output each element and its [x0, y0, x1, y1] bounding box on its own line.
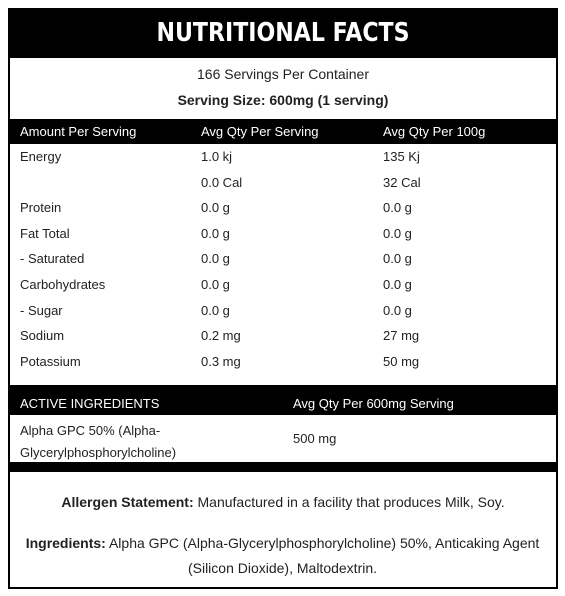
cell: 500 mg — [293, 431, 337, 446]
cell: 27 mg — [383, 328, 420, 344]
serving-size: Serving Size: 600mg (1 serving) — [177, 92, 389, 108]
cell: 0.0 g — [383, 251, 412, 267]
separator — [8, 462, 558, 472]
cell: 0.0 g — [201, 200, 230, 216]
column-header: Avg Qty Per Serving — [201, 124, 319, 139]
cell: 135 Kj — [383, 149, 420, 164]
cell: - Sugar — [20, 302, 63, 318]
cell: 0.0 g — [201, 302, 230, 318]
title: NUTRITIONAL FACTS — [156, 18, 410, 48]
cell: 50 mg — [383, 353, 420, 369]
separator — [8, 385, 558, 415]
cell: 0.0 g — [201, 225, 230, 241]
cell: - Saturated — [20, 251, 85, 267]
cell: 0.0 g — [383, 277, 412, 292]
cell: 0.0 g — [383, 302, 412, 318]
allergen-label: Allergen Statement: — [61, 494, 194, 510]
title-bar — [8, 8, 558, 58]
cell: 0.0 g — [201, 277, 230, 292]
cell: 0.0 g — [383, 200, 412, 216]
ingredients-text: Alpha GPC (Alpha-Glycerylphosphorylcholi… — [108, 535, 540, 576]
cell: 0.0 g — [201, 251, 230, 267]
nutrition-header-bar — [8, 119, 558, 144]
cell: 0.0 g — [383, 225, 412, 241]
cell: Sodium — [20, 328, 65, 344]
column-header: ACTIVE INGREDIENTS — [20, 396, 160, 411]
cell: 32 Cal — [383, 174, 421, 190]
cell: Protein — [20, 200, 62, 216]
cell: Alpha GPC 50% (Alpha-Glycerylphosphorylc… — [20, 423, 177, 460]
cell: 1.0 kj — [201, 149, 233, 164]
cell: 0.0 Cal — [201, 174, 243, 190]
ingredients-label: Ingredients: — [25, 535, 106, 551]
column-header: Avg Qty Per 600mg Serving — [293, 396, 454, 411]
ingredients: Ingredients: Alpha GPC (Alpha-Glycerylph… — [25, 531, 540, 581]
cell: Fat Total — [20, 225, 70, 241]
servings: 166 Servings Per Container — [197, 66, 369, 82]
column-header: Amount Per Serving — [20, 124, 137, 139]
column-header: Avg Qty Per 100g — [383, 124, 486, 139]
cell: 0.3 mg — [201, 353, 241, 369]
cell: Energy — [20, 149, 62, 164]
cell: Carbohydrates — [20, 277, 106, 292]
cell: 0.2 mg — [201, 328, 241, 344]
allergen: Allergen Statement: Manufactured in a fa… — [8, 494, 558, 510]
allergen-text: Manufactured in a facility that produces… — [197, 494, 505, 510]
cell: Potassium — [20, 353, 81, 369]
